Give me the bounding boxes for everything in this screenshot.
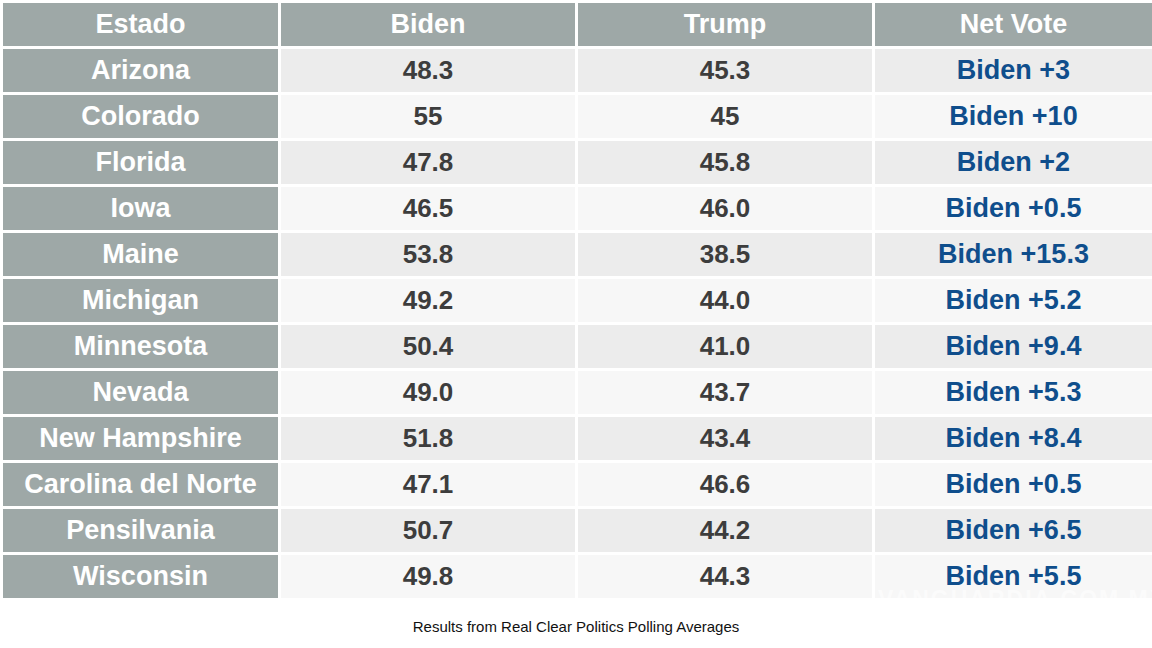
biden-value-cell: 49.2 xyxy=(281,279,575,322)
trump-value-cell: 45.8 xyxy=(578,141,872,184)
net-vote-cell: Biden +15.3 xyxy=(875,233,1152,276)
state-cell: New Hampshire xyxy=(3,417,278,460)
biden-value-cell: 51.8 xyxy=(281,417,575,460)
biden-value-cell: 49.0 xyxy=(281,371,575,414)
polling-table-page: Estado Biden Trump Net Vote Arizona48.34… xyxy=(0,0,1152,648)
polling-table: Estado Biden Trump Net Vote Arizona48.34… xyxy=(0,0,1152,598)
state-cell: Nevada xyxy=(3,371,278,414)
biden-value-cell: 49.8 xyxy=(281,555,575,598)
column-header-biden: Biden xyxy=(281,3,575,46)
net-vote-cell: Biden +2 xyxy=(875,141,1152,184)
biden-value-cell: 47.8 xyxy=(281,141,575,184)
trump-value-cell: 43.7 xyxy=(578,371,872,414)
net-vote-cell: Biden +3 xyxy=(875,49,1152,92)
state-cell: Pensilvania xyxy=(3,509,278,552)
net-vote-cell: Biden +0.5 xyxy=(875,187,1152,230)
trump-value-cell: 46.0 xyxy=(578,187,872,230)
trump-value-cell: 45.3 xyxy=(578,49,872,92)
trump-value-cell: 45 xyxy=(578,95,872,138)
biden-value-cell: 50.4 xyxy=(281,325,575,368)
biden-value-cell: 53.8 xyxy=(281,233,575,276)
biden-value-cell: 46.5 xyxy=(281,187,575,230)
net-vote-cell: Biden +5.2 xyxy=(875,279,1152,322)
trump-value-cell: 44.0 xyxy=(578,279,872,322)
state-cell: Minnesota xyxy=(3,325,278,368)
biden-value-cell: 48.3 xyxy=(281,49,575,92)
state-cell: Florida xyxy=(3,141,278,184)
biden-value-cell: 47.1 xyxy=(281,463,575,506)
trump-value-cell: 44.3 xyxy=(578,555,872,598)
state-cell: Wisconsin xyxy=(3,555,278,598)
net-vote-cell: Biden +10 xyxy=(875,95,1152,138)
net-vote-cell: Biden +0.5 xyxy=(875,463,1152,506)
state-cell: Arizona xyxy=(3,49,278,92)
trump-value-cell: 46.6 xyxy=(578,463,872,506)
net-vote-cell: Biden +5.5 xyxy=(875,555,1152,598)
net-vote-cell: Biden +8.4 xyxy=(875,417,1152,460)
state-cell: Maine xyxy=(3,233,278,276)
net-vote-cell: Biden +5.3 xyxy=(875,371,1152,414)
biden-value-cell: 50.7 xyxy=(281,509,575,552)
trump-value-cell: 38.5 xyxy=(578,233,872,276)
column-header-estado: Estado xyxy=(3,3,278,46)
column-header-trump: Trump xyxy=(578,3,872,46)
net-vote-cell: Biden +9.4 xyxy=(875,325,1152,368)
state-cell: Michigan xyxy=(3,279,278,322)
trump-value-cell: 41.0 xyxy=(578,325,872,368)
state-cell: Carolina del Norte xyxy=(3,463,278,506)
column-header-net-vote: Net Vote xyxy=(875,3,1152,46)
state-cell: Iowa xyxy=(3,187,278,230)
state-cell: Colorado xyxy=(3,95,278,138)
trump-value-cell: 44.2 xyxy=(578,509,872,552)
trump-value-cell: 43.4 xyxy=(578,417,872,460)
source-caption: Results from Real Clear Politics Polling… xyxy=(0,618,1152,635)
net-vote-cell: Biden +6.5 xyxy=(875,509,1152,552)
biden-value-cell: 55 xyxy=(281,95,575,138)
